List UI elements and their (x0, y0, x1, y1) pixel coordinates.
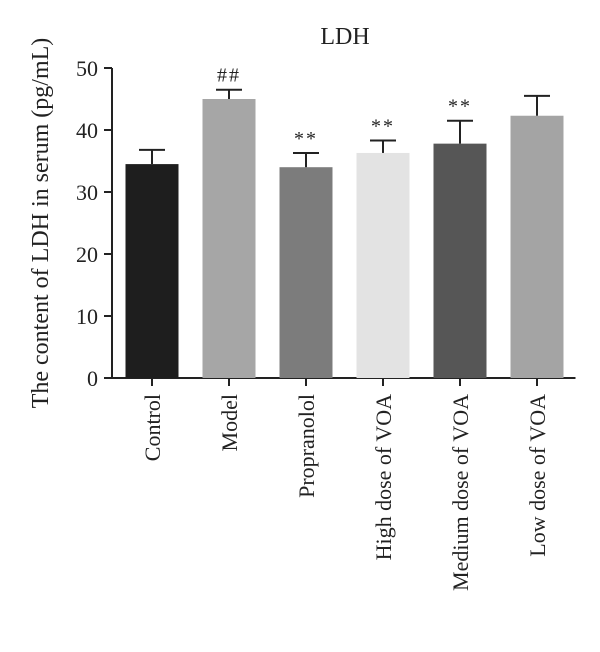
x-tick-label: Propranolol (294, 394, 319, 498)
y-tick-label: 40 (76, 118, 98, 143)
significance-label: ** (448, 96, 472, 118)
y-tick-label: 20 (76, 242, 98, 267)
significance-label: ## (217, 65, 241, 87)
x-tick-label: Control (140, 394, 165, 461)
bar (356, 152, 410, 378)
bar (202, 99, 256, 378)
bar (510, 115, 564, 379)
y-tick-label: 0 (87, 366, 98, 391)
significance-label: ** (294, 128, 318, 150)
plot-area: 0 10 20 30 40 50 Control ## Model ** Propranolol **… (76, 56, 576, 591)
bar (279, 167, 333, 378)
bar (433, 143, 487, 378)
x-tick-label: Model (217, 394, 242, 451)
y-tick-label: 10 (76, 304, 98, 329)
bar (125, 164, 179, 378)
x-tick-label: High dose of VOA (371, 394, 396, 561)
chart-title: LDH (320, 24, 369, 50)
y-tick-label: 30 (76, 180, 98, 205)
x-tick-label: Low dose of VOA (525, 394, 550, 557)
y-axis-label: The content of LDH in serum (pg/mL) (28, 38, 54, 409)
y-tick-label: 50 (76, 56, 98, 81)
x-tick-label: Medium dose of VOA (448, 394, 473, 591)
significance-label: ** (371, 116, 395, 138)
